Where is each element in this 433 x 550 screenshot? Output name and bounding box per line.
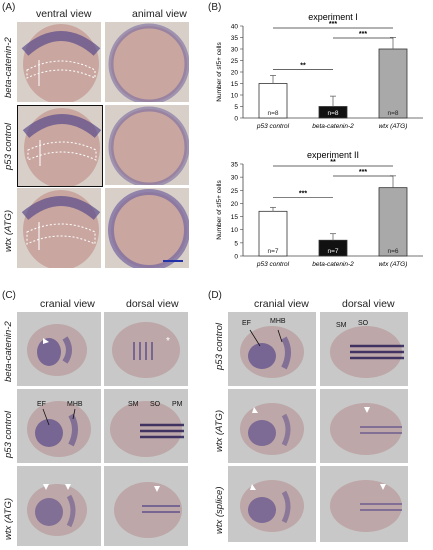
row-label-d3: wtx (splice) <box>214 486 225 534</box>
y-tick-label: 0 <box>234 254 238 261</box>
n-label: n=8 <box>327 110 338 117</box>
n-label: n=8 <box>387 110 398 117</box>
annotation-sm-d: SM <box>336 322 347 329</box>
significance-label: *** <box>359 31 367 38</box>
annotation-star: * <box>166 336 170 347</box>
col-header-c-cranial: cranial view <box>40 298 95 310</box>
bar <box>258 210 288 257</box>
image-d-cranial-1: EF MHB <box>228 312 316 386</box>
annotation-sm-c: SM <box>128 401 139 408</box>
col-header-animal: animal view <box>132 8 187 20</box>
col-header-c-dorsal: dorsal view <box>126 298 179 310</box>
image-d-dorsal-2 <box>320 389 408 463</box>
y-tick-label: 30 <box>231 47 239 54</box>
y-tick-label: 0 <box>234 116 238 123</box>
image-a-animal-2 <box>105 105 189 185</box>
category-label: p53 control <box>256 123 290 130</box>
y-tick-label: 5 <box>234 240 238 247</box>
significance-label: *** <box>299 190 307 197</box>
y-tick-label: 15 <box>231 81 239 88</box>
row-label-d1: p53 control <box>214 322 225 370</box>
annotation-mhb-d: MHB <box>270 318 286 325</box>
category-label: beta-catenin-2 <box>312 123 354 130</box>
bar <box>378 48 408 119</box>
image-a-ventral-2 <box>17 105 103 187</box>
row-label-c3: wtx (ATG) <box>3 497 14 540</box>
annotation-ef-c: EF <box>37 401 46 408</box>
y-tick-label: 20 <box>231 70 239 77</box>
y-tick-label: 25 <box>231 58 239 65</box>
image-a-animal-1 <box>105 22 189 102</box>
annotation-pm-c: PM <box>172 401 183 408</box>
y-tick-label: 25 <box>231 188 239 195</box>
significance-label: ** <box>300 63 306 70</box>
y-tick-label: 10 <box>231 93 239 100</box>
col-header-d-dorsal: dorsal view <box>342 298 395 310</box>
category-label: beta-catenin-2 <box>312 261 354 268</box>
row-label-c2: p53 control <box>3 410 14 458</box>
panel-label-b: (B) <box>208 2 222 13</box>
image-d-cranial-3 <box>228 466 316 542</box>
annotation-mhb-c: MHB <box>67 401 83 408</box>
y-tick-label: 35 <box>231 162 239 169</box>
category-label: wtx (ATG) <box>379 123 408 130</box>
chart-title: experiment II <box>307 150 359 160</box>
image-d-cranial-2 <box>228 389 316 463</box>
image-c-cranial-2: EF MHB <box>17 389 101 463</box>
y-axis-label: Number of sf5+ cells <box>216 180 223 240</box>
bar <box>378 187 408 257</box>
image-c-cranial-3 <box>17 466 101 546</box>
y-tick-label: 15 <box>231 214 239 221</box>
significance-label: ** <box>330 159 336 166</box>
annotation-so-d: SO <box>358 320 369 327</box>
panel-label-d: (D) <box>208 290 222 301</box>
image-a-animal-3 <box>105 188 189 268</box>
image-c-dorsal-3 <box>104 466 188 546</box>
panel-label-a: (A) <box>2 2 16 13</box>
y-tick-label: 20 <box>231 201 239 208</box>
n-label: n=8 <box>267 110 278 117</box>
row-label-d2: wtx (ATG) <box>214 409 225 452</box>
chart-experiment-1: experiment I 0 5 10 15 20 25 30 35 40 Number of sf… <box>216 12 423 130</box>
row-label-c1: beta-catenin-2 <box>3 321 14 382</box>
category-label: wtx (ATG) <box>379 261 408 268</box>
image-c-dorsal-1: * <box>104 312 188 386</box>
y-tick-label: 5 <box>234 104 238 111</box>
image-c-dorsal-2: SM SO PM <box>104 389 188 463</box>
n-label: n=7 <box>327 248 338 255</box>
image-a-ventral-3 <box>17 188 101 268</box>
y-tick-label: 40 <box>231 24 239 31</box>
n-label: n=7 <box>267 248 278 255</box>
chart-area: experiment I 0 5 10 15 20 25 30 35 40 Number of sf… <box>216 12 423 268</box>
col-header-d-cranial: cranial view <box>254 298 309 310</box>
y-axis-label: Number of sf5+ cells <box>216 42 223 102</box>
row-label-a1: beta-catenin-2 <box>3 37 14 98</box>
image-d-dorsal-3 <box>320 466 408 542</box>
col-header-ventral: ventral view <box>36 8 92 20</box>
category-label: p53 control <box>256 261 290 268</box>
annotation-ef-d: EF <box>242 320 251 327</box>
significance-label: *** <box>329 21 337 28</box>
annotation-so-c: SO <box>150 401 161 408</box>
chart-title: experiment I <box>308 12 358 22</box>
row-label-a3: wtx (ATG) <box>3 209 14 252</box>
y-tick-label: 10 <box>231 227 239 234</box>
y-tick-label: 30 <box>231 175 239 182</box>
chart-experiment-2: experiment II 0 5 10 15 20 25 30 35 Number of sf5… <box>216 150 423 268</box>
image-a-ventral-1 <box>17 22 101 102</box>
n-label: n=6 <box>387 248 398 255</box>
significance-label: *** <box>359 169 367 176</box>
row-label-a2: p53 control <box>3 122 14 170</box>
panel-label-c: (C) <box>2 290 16 301</box>
bar <box>258 83 288 119</box>
image-d-dorsal-1: SM SO <box>320 312 408 386</box>
image-c-cranial-1 <box>17 312 101 386</box>
y-tick-label: 35 <box>231 35 239 42</box>
